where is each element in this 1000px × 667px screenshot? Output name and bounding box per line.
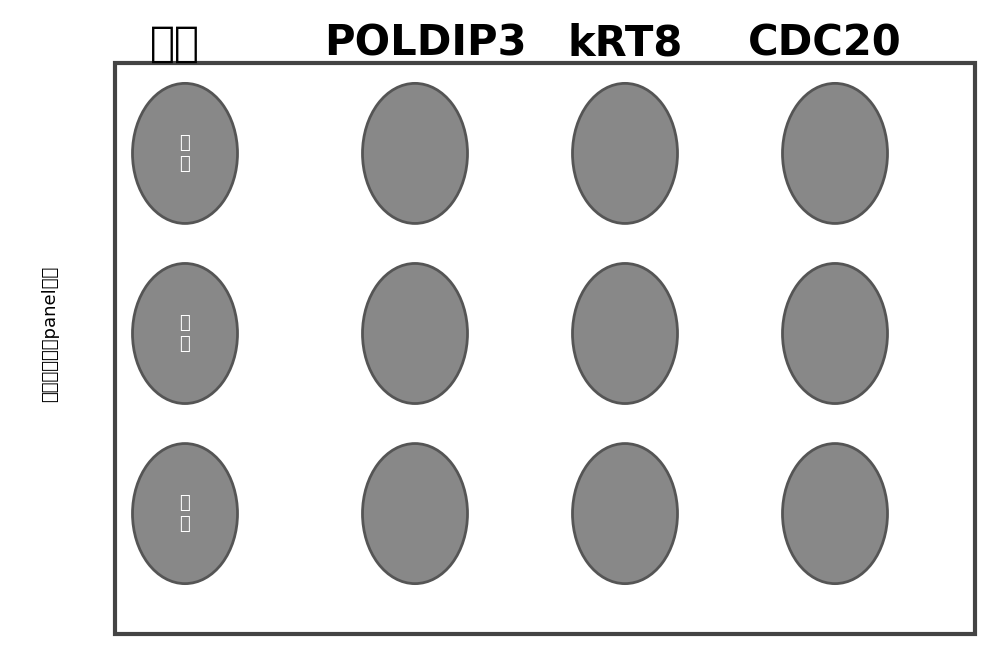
Ellipse shape xyxy=(782,83,888,223)
Text: CDC20: CDC20 xyxy=(748,23,902,64)
Text: 早期筛查诊断panel特异: 早期筛查诊断panel特异 xyxy=(41,265,59,402)
Text: 空
白: 空 白 xyxy=(180,494,190,533)
Ellipse shape xyxy=(782,263,888,404)
Ellipse shape xyxy=(572,444,678,584)
Ellipse shape xyxy=(572,263,678,404)
Ellipse shape xyxy=(362,444,468,584)
Text: kRT8: kRT8 xyxy=(567,23,683,64)
Ellipse shape xyxy=(572,83,678,223)
Text: 空白: 空白 xyxy=(150,23,200,64)
Ellipse shape xyxy=(132,263,238,404)
Ellipse shape xyxy=(132,444,238,584)
FancyBboxPatch shape xyxy=(115,63,975,634)
Text: 空
白: 空 白 xyxy=(180,314,190,353)
Ellipse shape xyxy=(132,83,238,223)
Text: POLDIP3: POLDIP3 xyxy=(324,23,526,64)
Text: 空
白: 空 白 xyxy=(180,134,190,173)
Ellipse shape xyxy=(782,444,888,584)
Ellipse shape xyxy=(362,83,468,223)
Ellipse shape xyxy=(362,263,468,404)
